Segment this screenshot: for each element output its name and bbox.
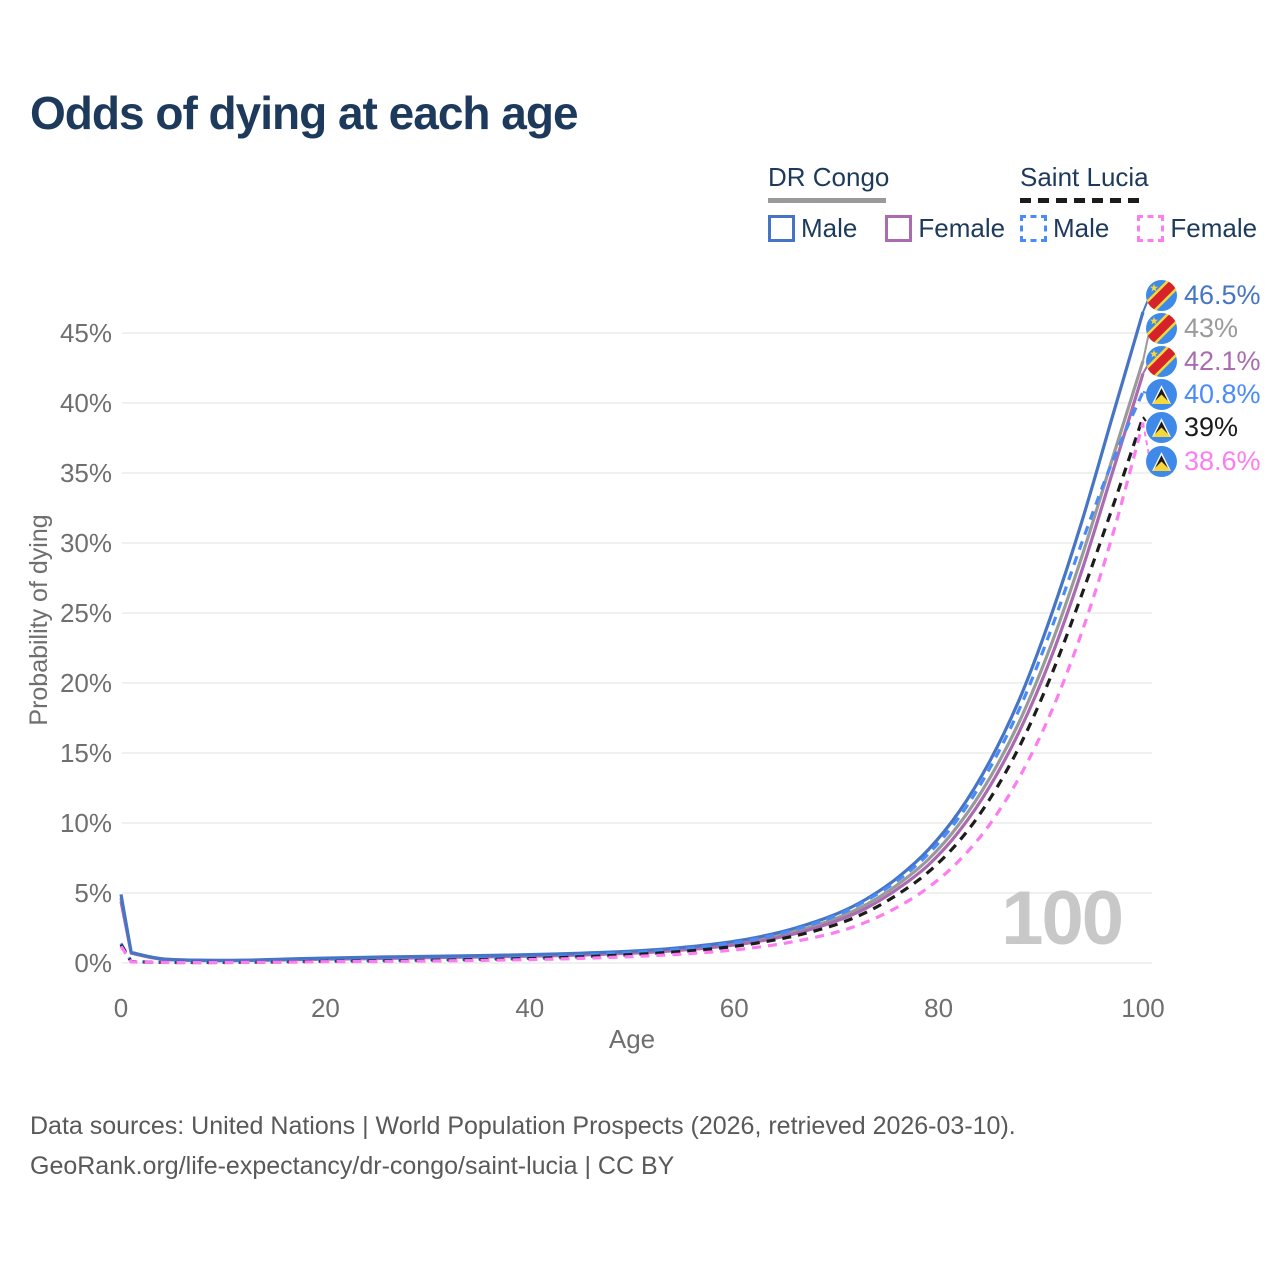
legend-line-sample-dr-congo bbox=[768, 198, 886, 203]
y-tick-label: 10% bbox=[60, 808, 112, 838]
end-label-lc-male: 40.8% bbox=[1146, 378, 1261, 410]
series-line-lc-female[interactable] bbox=[119, 422, 1145, 965]
legend-label-saint-lucia-female: Female bbox=[1170, 213, 1258, 243]
end-label-value: 46.5% bbox=[1184, 279, 1261, 310]
series-line-cd-both[interactable] bbox=[119, 360, 1145, 963]
series-line-cd-male[interactable] bbox=[119, 311, 1145, 962]
y-tick-label: 15% bbox=[60, 738, 112, 768]
legend-items-saint-lucia: Male Female bbox=[1020, 213, 1280, 244]
end-label-lc-female: 38.6% bbox=[1146, 445, 1261, 477]
legend-label-dr-congo-male: Male bbox=[801, 213, 858, 243]
legend-header-saint-lucia[interactable]: Saint Lucia bbox=[1020, 162, 1149, 192]
y-tick-label: 45% bbox=[60, 318, 112, 348]
legend-swatch-dr-congo-female bbox=[885, 215, 913, 242]
saint-lucia-flag-icon bbox=[1146, 378, 1177, 410]
end-label-value: 42.1% bbox=[1184, 345, 1261, 376]
saint-lucia-flag-icon bbox=[1146, 411, 1177, 443]
end-label-value: 43% bbox=[1184, 312, 1239, 343]
legend-item-dr-congo-male[interactable]: Male bbox=[768, 213, 857, 244]
legend-group-dr-congo: DR Congo Male Female bbox=[768, 162, 1033, 244]
legend-item-saint-lucia-female[interactable]: Female bbox=[1137, 213, 1257, 244]
dr-congo-flag-icon bbox=[1146, 345, 1177, 377]
chart-title: Odds of dying at each age bbox=[30, 87, 579, 139]
legend-item-dr-congo-female[interactable]: Female bbox=[885, 213, 1005, 244]
watermark-age-indicator: 100 bbox=[1001, 876, 1122, 961]
dr-congo-flag-icon bbox=[1146, 312, 1177, 344]
legend-line-sample-saint-lucia bbox=[1020, 198, 1144, 203]
legend-swatch-dr-congo-male bbox=[768, 215, 795, 242]
legend-item-saint-lucia-male[interactable]: Male bbox=[1020, 213, 1109, 244]
x-tick-label: 60 bbox=[720, 993, 749, 1023]
saint-lucia-flag-icon bbox=[1146, 445, 1177, 477]
legend-swatch-saint-lucia-female bbox=[1137, 215, 1165, 242]
end-label-cd-both: 43% bbox=[1146, 312, 1238, 344]
end-label-value: 39% bbox=[1184, 411, 1239, 442]
legend-group-saint-lucia: Saint Lucia Male Female bbox=[1020, 162, 1280, 244]
x-tick-label: 100 bbox=[1121, 993, 1164, 1023]
series-line-cd-female[interactable] bbox=[119, 373, 1145, 963]
x-tick-label: 80 bbox=[924, 993, 953, 1023]
footer: Data sources: United Nations | World Pop… bbox=[30, 1106, 1016, 1186]
end-label-value: 38.6% bbox=[1184, 445, 1261, 476]
end-label-cd-male: 46.5% bbox=[1146, 279, 1261, 311]
y-tick-label: 30% bbox=[60, 528, 112, 558]
x-tick-label: 40 bbox=[515, 993, 544, 1023]
legend-items-dr-congo: Male Female bbox=[768, 213, 1033, 244]
legend-header-dr-congo[interactable]: DR Congo bbox=[768, 162, 890, 192]
y-tick-label: 25% bbox=[60, 598, 112, 628]
series-line-lc-male[interactable] bbox=[119, 391, 1145, 964]
y-tick-label: 5% bbox=[74, 878, 112, 908]
legend-label-dr-congo-female: Female bbox=[918, 213, 1006, 243]
footer-attribution: GeoRank.org/life-expectancy/dr-congo/sai… bbox=[30, 1152, 675, 1180]
x-tick-label: 0 bbox=[114, 993, 128, 1023]
end-label-lc-both: 39% bbox=[1146, 411, 1238, 443]
y-tick-label: 40% bbox=[60, 388, 112, 418]
x-axis-title: Age bbox=[609, 1024, 655, 1054]
y-tick-label: 20% bbox=[60, 668, 112, 698]
end-label-value: 40.8% bbox=[1184, 378, 1261, 409]
end-label-cd-female: 42.1% bbox=[1146, 345, 1261, 377]
footer-data-sources: Data sources: United Nations | World Pop… bbox=[30, 1112, 1016, 1140]
legend-swatch-saint-lucia-male bbox=[1020, 215, 1047, 242]
y-tick-label: 35% bbox=[60, 458, 112, 488]
series-line-lc-both[interactable] bbox=[119, 416, 1145, 965]
y-axis-title: Probability of dying bbox=[25, 514, 53, 725]
line-chart: 0% 5% 10% 15% 20% 25% 30% 35% 40% 45% 0 20 40 60 80 100… bbox=[25, 294, 1165, 1054]
x-tick-label: 20 bbox=[311, 993, 340, 1023]
dr-congo-flag-icon bbox=[1146, 279, 1177, 311]
legend-label-saint-lucia-male: Male bbox=[1053, 213, 1110, 243]
y-tick-label: 0% bbox=[74, 948, 112, 978]
